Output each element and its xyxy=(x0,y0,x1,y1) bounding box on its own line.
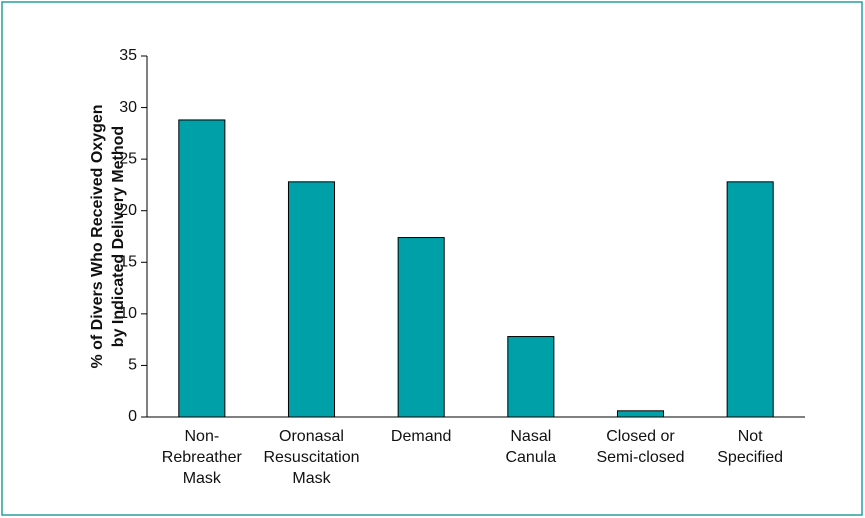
x-tick-label: Demand xyxy=(391,428,451,445)
bar xyxy=(726,181,774,418)
x-tick-label: Rebreather xyxy=(162,449,243,466)
x-tick-label: Resuscitation xyxy=(263,449,359,466)
y-tick-label: 20 xyxy=(119,202,137,219)
x-tick-label: Non- xyxy=(184,428,219,445)
x-tick-label: Closed or xyxy=(606,428,675,445)
y-axis-label: by Indicated Delivery Method xyxy=(110,126,127,347)
x-tick-label: Nasal xyxy=(510,428,551,445)
y-tick-label: 15 xyxy=(119,254,137,271)
bar xyxy=(397,237,445,418)
x-tick-label: Canula xyxy=(505,449,556,466)
y-axis-label: % of Divers Who Received Oxygen xyxy=(89,104,106,368)
y-tick-label: 10 xyxy=(119,305,137,322)
bar xyxy=(178,119,226,418)
x-tick-label: Not xyxy=(738,428,763,445)
x-tick-label: Mask xyxy=(183,470,222,487)
x-tick-label: Specified xyxy=(717,449,783,466)
y-tick-label: 5 xyxy=(128,357,137,374)
bar xyxy=(287,181,336,418)
bar xyxy=(507,336,555,418)
x-tick-label: Mask xyxy=(292,470,331,487)
y-tick-label: 30 xyxy=(119,99,137,116)
y-tick-label: 25 xyxy=(119,150,137,167)
bar xyxy=(616,410,665,418)
y-tick-label: 0 xyxy=(128,408,137,425)
x-tick-label: Oronasal xyxy=(279,428,344,445)
x-tick-label: Semi-closed xyxy=(596,449,684,466)
y-tick-label: 35 xyxy=(119,47,137,64)
